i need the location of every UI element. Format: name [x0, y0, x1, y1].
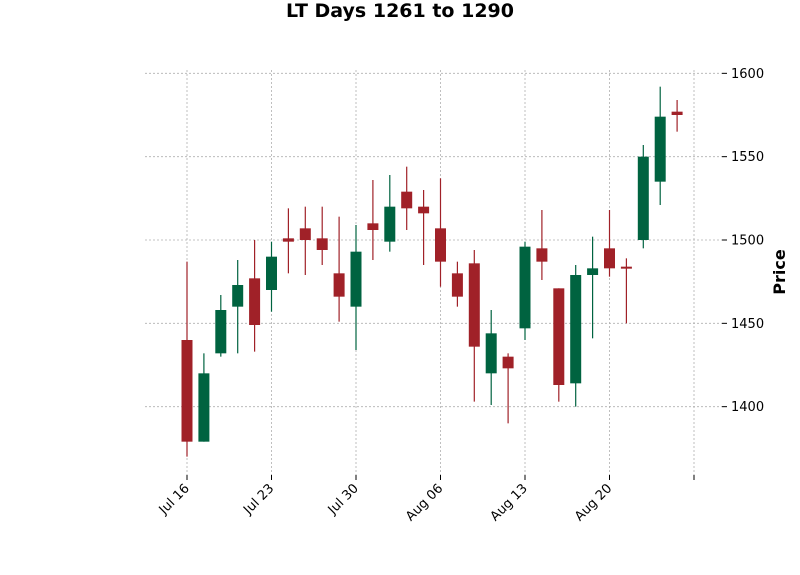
x-tick-label: Aug 13 [488, 481, 531, 524]
candle-body [671, 111, 683, 115]
candle-body [502, 356, 514, 369]
candle-body [570, 275, 582, 384]
candle-body [485, 333, 497, 374]
candle [468, 250, 480, 402]
candle [249, 240, 261, 352]
candle [536, 210, 548, 280]
candle-body [282, 238, 294, 242]
candle [451, 261, 463, 307]
candle [384, 175, 396, 252]
y-axis: 1400 1450 1500 1550 1600 [722, 67, 764, 415]
candle [333, 216, 345, 322]
candle [519, 241, 531, 340]
candle-body [181, 340, 193, 442]
candle-body [587, 268, 599, 275]
y-tick-label: 1450 [731, 317, 764, 332]
x-tick-label: Jul 23 [240, 481, 277, 518]
candle-body [299, 228, 311, 240]
y-tick-label: 1400 [731, 400, 764, 415]
candle-body [367, 223, 379, 230]
candle [435, 178, 446, 287]
candle [282, 208, 294, 274]
candle-body [418, 206, 430, 214]
candle-body [654, 116, 666, 182]
x-tick-label: Jul 30 [325, 481, 362, 518]
candle-body [637, 156, 649, 240]
candle-body [620, 266, 632, 269]
candle-body [384, 206, 396, 242]
candle [350, 225, 362, 350]
candle [587, 236, 599, 339]
x-axis: Jul 16 Jul 23 Jul 30 Aug 06 Aug 13 Aug 20 [156, 475, 695, 524]
candle [502, 353, 514, 424]
candle [637, 145, 649, 249]
y-grid [145, 72, 722, 408]
x-tick-label: Jul 16 [156, 481, 193, 518]
candle [485, 310, 497, 405]
candle-body [333, 273, 345, 297]
candle [671, 100, 683, 132]
candle-body [316, 238, 328, 250]
candle [181, 261, 193, 457]
candle [299, 206, 311, 275]
y-tick-label: 1550 [731, 150, 764, 165]
candle-body [350, 251, 362, 307]
candle [232, 260, 244, 354]
candle [620, 258, 632, 324]
candle-body [553, 288, 565, 385]
candle [553, 288, 565, 402]
candle-body [468, 263, 480, 347]
candle-body [401, 191, 413, 209]
y-tick-label: 1500 [731, 234, 764, 249]
candle-body [232, 285, 244, 307]
candle-body [451, 273, 463, 297]
candle-body [215, 310, 227, 354]
candle-body [198, 373, 210, 442]
y-axis-label: Price [770, 249, 789, 295]
candle-body [519, 246, 531, 329]
candle [401, 166, 413, 230]
candle [367, 180, 379, 260]
candle-body [536, 248, 548, 262]
x-tick-label: Aug 06 [403, 481, 446, 524]
candle-body [604, 248, 615, 269]
candle [215, 295, 227, 357]
candles [181, 86, 683, 457]
candle [316, 206, 328, 265]
candle [570, 265, 582, 407]
candle-body [249, 278, 261, 325]
candle [604, 210, 615, 277]
y-tick-label: 1600 [731, 67, 764, 82]
x-tick-label: Aug 20 [572, 481, 615, 524]
chart-title: LT Days 1261 to 1290 [286, 0, 514, 22]
candle [266, 241, 277, 312]
candle-body [266, 256, 277, 290]
candle-body [435, 228, 446, 262]
candle [654, 86, 666, 205]
candle [198, 353, 210, 442]
candle [418, 190, 430, 265]
